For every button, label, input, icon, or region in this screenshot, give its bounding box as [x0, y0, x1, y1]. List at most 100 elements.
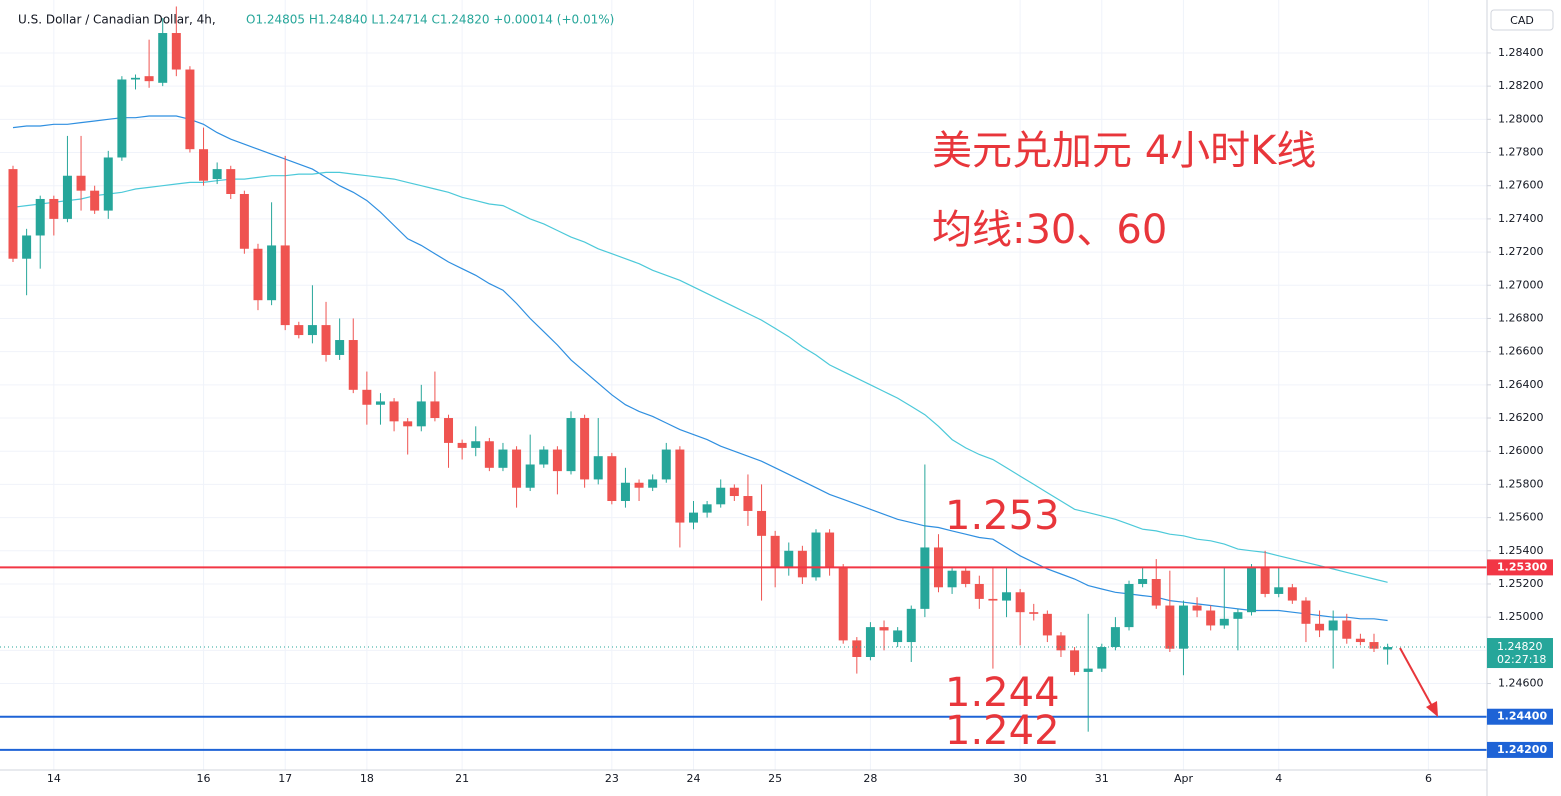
- candle-body: [144, 76, 154, 82]
- candle-body: [1002, 592, 1012, 601]
- candle-body: [348, 340, 358, 390]
- y-tick-label: 1.27600: [1498, 179, 1544, 192]
- candle-body: [171, 33, 181, 70]
- annotation: 均线:30、60: [932, 207, 1167, 253]
- candle-body: [920, 547, 930, 609]
- y-tick-label: 1.26000: [1498, 444, 1544, 457]
- y-tick-label: 1.27400: [1498, 212, 1544, 225]
- candle-body: [1369, 642, 1379, 649]
- candle-body: [444, 418, 454, 443]
- x-tick-label: 23: [605, 772, 619, 785]
- annotation: 1.253: [945, 493, 1060, 539]
- candle-body: [525, 464, 535, 488]
- y-tick-label: 1.27800: [1498, 146, 1544, 159]
- x-tick-label: 17: [278, 772, 292, 785]
- x-tick-label: 18: [360, 772, 374, 785]
- y-tick-label: 1.25800: [1498, 477, 1544, 490]
- arrow: [1399, 647, 1438, 717]
- candle-body: [226, 169, 236, 194]
- candle-body: [770, 535, 780, 568]
- candle-body: [811, 532, 821, 578]
- candle-body: [566, 418, 576, 472]
- candle-body: [539, 449, 549, 465]
- candle-body: [729, 487, 739, 497]
- y-tick-label: 1.26400: [1498, 378, 1544, 391]
- candle-body: [1165, 605, 1175, 649]
- candle-body: [893, 630, 903, 643]
- candle-body: [906, 608, 916, 643]
- candle-body: [852, 640, 862, 657]
- countdown: 02:27:18: [1497, 653, 1546, 666]
- candle-body: [757, 510, 767, 536]
- x-tick-label: 16: [197, 772, 211, 785]
- candle-body: [1178, 605, 1188, 649]
- x-tick-label: Apr: [1174, 772, 1194, 785]
- candle-body: [607, 456, 617, 501]
- candle-body: [267, 245, 277, 301]
- candle-body: [158, 33, 168, 83]
- candle-body: [1260, 567, 1270, 594]
- candle-body: [1124, 583, 1134, 628]
- candle-body: [430, 401, 440, 419]
- level-box: [1487, 741, 1553, 758]
- currency: CAD: [1510, 14, 1534, 27]
- level-box: [1487, 708, 1553, 725]
- y-tick-label: 1.25000: [1498, 610, 1544, 623]
- moving-average: [12, 171, 1388, 583]
- candle-body: [103, 157, 113, 211]
- candle-body: [1301, 600, 1311, 624]
- candle-body: [988, 598, 998, 601]
- x-tick-label: 6: [1425, 772, 1432, 785]
- candle-body: [471, 441, 481, 448]
- candle-body: [1233, 612, 1243, 619]
- candle-body: [1355, 638, 1365, 643]
- candle-body: [1083, 668, 1093, 672]
- candle-body: [1110, 627, 1120, 648]
- candle-body: [947, 570, 957, 588]
- candle-body: [22, 235, 32, 259]
- y-tick-label: 1.27200: [1498, 245, 1544, 258]
- candle-body: [185, 69, 195, 150]
- candle-body: [552, 449, 562, 472]
- candle-body: [76, 175, 86, 191]
- candle-body: [1097, 647, 1107, 669]
- candle-body: [484, 441, 494, 468]
- candle-body: [784, 550, 794, 568]
- candle-body: [90, 190, 100, 211]
- x-tick-label: 25: [768, 772, 782, 785]
- candle-body: [1328, 620, 1338, 631]
- y-tick-label: 1.24600: [1498, 677, 1544, 690]
- candle-body: [1029, 612, 1039, 614]
- candle-body: [1151, 578, 1161, 606]
- y-tick-label: 1.27000: [1498, 278, 1544, 291]
- annotation: 1.242: [945, 708, 1060, 754]
- currency-box[interactable]: [1490, 9, 1554, 31]
- candle-body: [1138, 578, 1148, 584]
- y-tick-label: 1.26600: [1498, 345, 1544, 358]
- x-tick-label: 14: [47, 772, 61, 785]
- candle-body: [961, 570, 971, 584]
- ohlc-text: O1.24805 H1.24840 L1.24714 C1.24820 +0.0…: [246, 13, 614, 27]
- x-tick-label: 21: [455, 772, 469, 785]
- y-tick-label: 1.28000: [1498, 112, 1544, 125]
- chart-title: U.S. Dollar / Canadian Dollar, 4h,: [18, 13, 216, 27]
- level-label: 1.25300: [1497, 560, 1547, 573]
- candle-body: [1342, 620, 1352, 639]
- candle-body: [294, 325, 304, 336]
- candle-body: [375, 401, 385, 405]
- candle-body: [1247, 567, 1257, 613]
- candle-body: [403, 421, 413, 427]
- candle-body: [743, 496, 753, 511]
- y-tick-label: 1.25400: [1498, 544, 1544, 557]
- x-tick-label: 24: [687, 772, 701, 785]
- candle-body: [879, 627, 889, 631]
- candle-body: [702, 504, 712, 513]
- x-tick-label: 30: [1013, 772, 1027, 785]
- x-tick-label: 31: [1095, 772, 1109, 785]
- candle-body: [825, 532, 835, 568]
- candle-body: [797, 550, 807, 578]
- y-tick-label: 1.25200: [1498, 577, 1544, 590]
- y-tick-label: 1.26200: [1498, 411, 1544, 424]
- candle-body: [130, 77, 140, 80]
